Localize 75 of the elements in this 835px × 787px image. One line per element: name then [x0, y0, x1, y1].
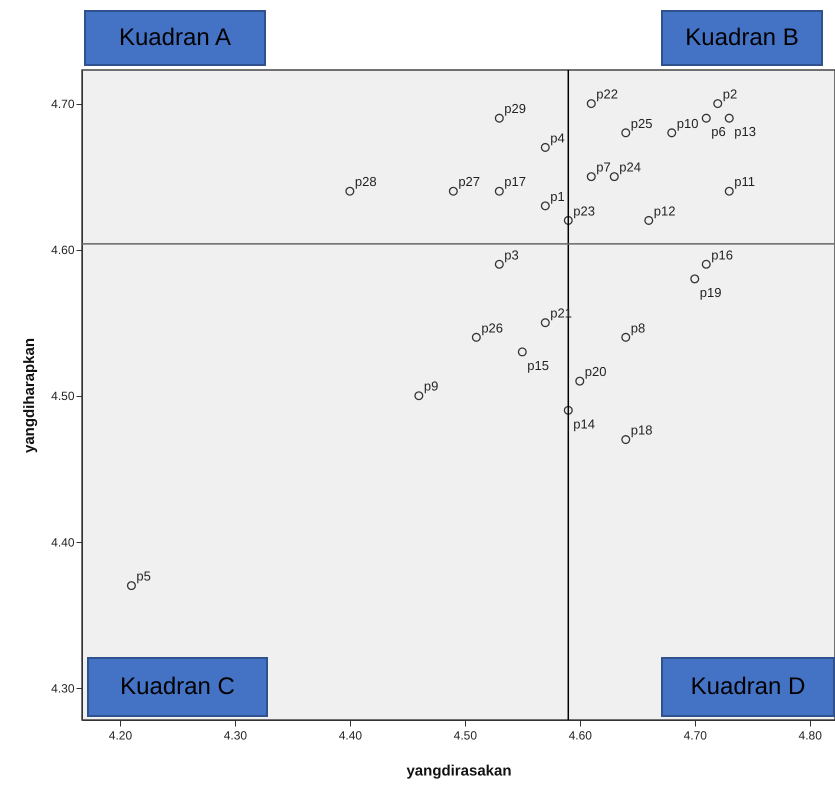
annotation: p27 — [458, 174, 480, 190]
annotation: p9 — [424, 378, 438, 394]
text: Kuadran A — [84, 10, 266, 66]
point — [540, 142, 550, 152]
annotation: p12 — [654, 203, 676, 218]
y-axis-title: yangdiharapkan — [21, 338, 38, 454]
annotation: p3 — [504, 247, 519, 262]
point — [414, 391, 424, 400]
point — [494, 186, 504, 196]
point — [345, 186, 354, 196]
point — [702, 260, 711, 269]
point — [724, 186, 734, 196]
point — [702, 114, 711, 123]
annotation: p26 — [481, 320, 504, 336]
annotation: p1 — [550, 188, 565, 204]
point — [518, 347, 527, 356]
point — [621, 128, 630, 138]
annotation: p18 — [630, 422, 652, 438]
point — [494, 260, 504, 269]
annotation: Kuadran D — [661, 657, 835, 717]
point — [540, 201, 550, 210]
x-tick-label: 4.60 — [568, 728, 592, 742]
x-tick-label: 4.70 — [684, 728, 708, 742]
point — [494, 114, 504, 123]
annotation: p15 — [527, 358, 550, 373]
x-tick-label: 4.20 — [108, 728, 132, 742]
point — [713, 99, 722, 108]
point — [621, 332, 630, 342]
y-tick-label: 4.30 — [51, 681, 75, 696]
text: Kuadran B — [661, 10, 823, 66]
point — [126, 581, 136, 590]
point — [621, 435, 630, 444]
annotation: p7 — [596, 160, 611, 175]
point — [724, 114, 734, 123]
annotation: p28 — [354, 174, 377, 190]
point — [644, 216, 654, 225]
x-tick-label: 4.80 — [798, 728, 822, 742]
annotation: p24 — [619, 160, 641, 175]
annotation: p23 — [573, 203, 595, 218]
annotation: Kuadran C — [87, 657, 268, 717]
annotation: p14 — [573, 416, 595, 432]
point — [667, 128, 676, 138]
point — [586, 172, 596, 182]
x-tick-label: 4.40 — [338, 728, 362, 742]
annotation: p11 — [734, 174, 755, 190]
annotation: p22 — [596, 86, 618, 102]
annotation: p19 — [700, 284, 722, 300]
point — [690, 274, 700, 284]
annotation: p4 — [550, 130, 565, 146]
annotation: p8 — [630, 320, 646, 336]
annotation: p13 — [734, 124, 756, 140]
y-tick-label: 4.50 — [51, 389, 75, 404]
annotation: p2 — [722, 86, 738, 102]
annotation: p16 — [711, 247, 733, 262]
annotation: p5 — [136, 568, 151, 584]
annotation: p25 — [630, 116, 652, 131]
point — [448, 186, 458, 196]
x-axis-title: yangdirasakan — [406, 762, 512, 780]
annotation: p10 — [676, 116, 698, 131]
annotation: p6 — [711, 124, 726, 140]
point — [586, 99, 596, 108]
x-tick-label: 4.50 — [454, 728, 478, 742]
point — [610, 172, 619, 182]
annotation: p17 — [504, 174, 526, 190]
point — [575, 376, 584, 386]
point — [564, 216, 573, 225]
x-tick-label: 4.30 — [224, 728, 248, 742]
y-tick-label: 4.40 — [51, 535, 75, 550]
annotation: p20 — [584, 364, 606, 380]
point — [564, 406, 573, 415]
annotation: p29 — [504, 101, 526, 116]
y-tick-label: 4.60 — [51, 243, 75, 258]
y-tick-label: 4.70 — [51, 97, 75, 112]
point — [472, 332, 481, 342]
point — [540, 318, 550, 328]
